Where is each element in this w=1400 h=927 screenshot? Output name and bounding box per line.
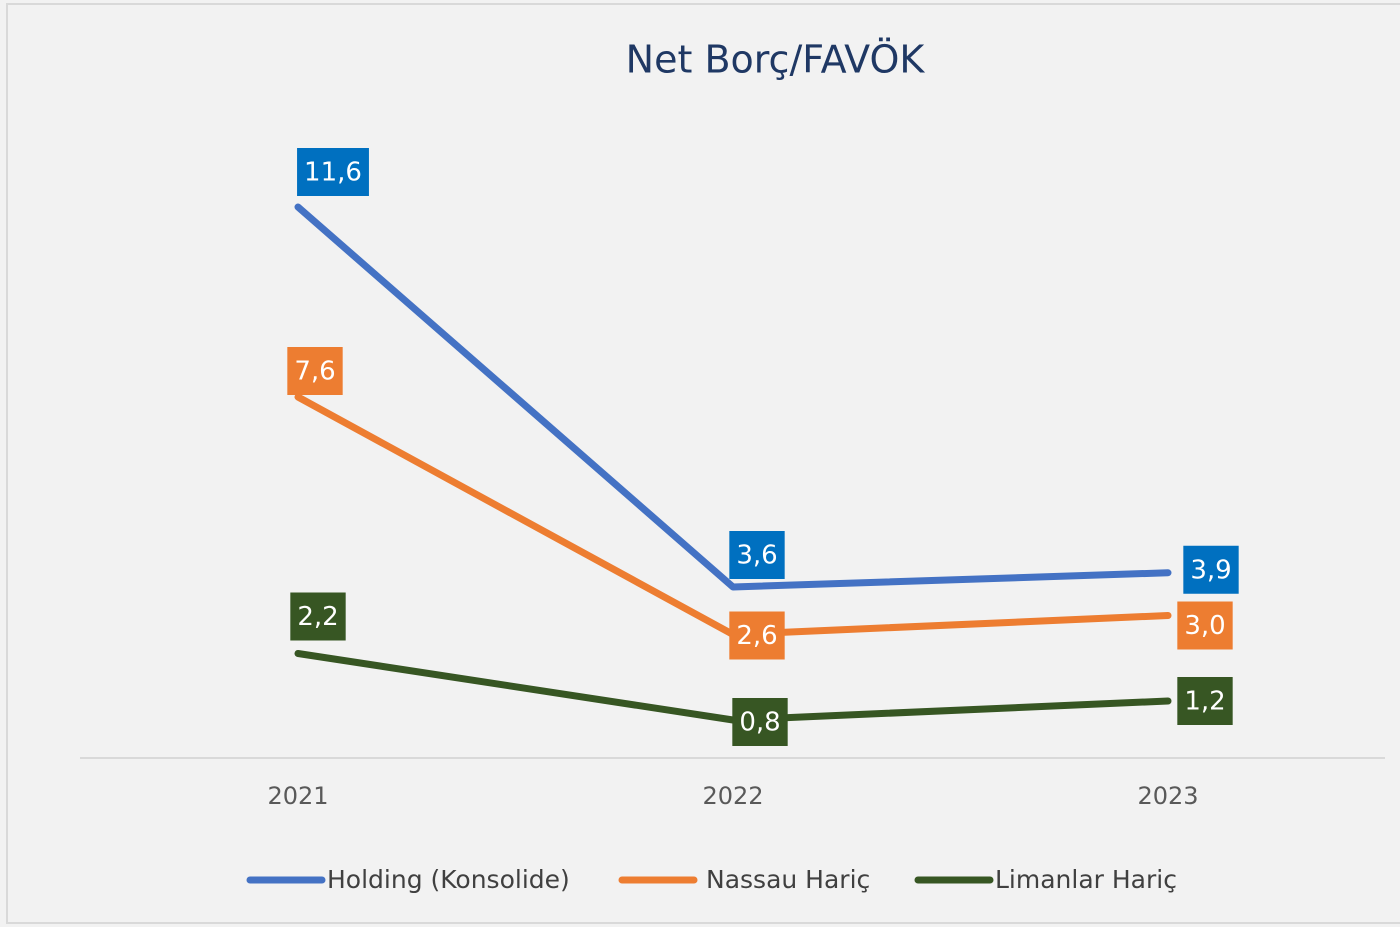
- data-label: 3,6: [729, 531, 785, 579]
- x-tick-label: 2021: [267, 782, 328, 810]
- legend-label: Limanlar Hariç: [995, 865, 1177, 894]
- x-tick-label: 2023: [1137, 782, 1198, 810]
- data-label-box: [732, 698, 788, 746]
- data-label-box: [729, 611, 785, 660]
- data-label: 3,0: [1177, 601, 1233, 650]
- data-label-text: 11,6: [304, 158, 362, 188]
- data-label-text: 2,6: [736, 621, 777, 651]
- data-label-text: 3,0: [1184, 611, 1225, 641]
- data-label: 1,2: [1177, 677, 1233, 725]
- legend-label: Nassau Hariç: [706, 865, 870, 894]
- data-label-text: 3,6: [736, 541, 777, 571]
- data-label: 2,2: [290, 592, 346, 641]
- data-label-text: 1,2: [1184, 687, 1225, 717]
- data-label-box: [729, 531, 785, 579]
- data-label-box: [290, 592, 346, 641]
- data-label-box: [1177, 601, 1233, 650]
- data-label: 11,6: [297, 148, 369, 196]
- data-label: 0,8: [732, 698, 788, 746]
- data-label-box: [1183, 545, 1239, 594]
- chart-title: Net Borç/FAVÖK: [626, 38, 926, 82]
- chart-border: [6, 3, 1400, 924]
- data-label-box: [297, 148, 369, 196]
- data-label-text: 2,2: [297, 602, 338, 632]
- legend-label: Holding (Konsolide): [327, 865, 570, 894]
- data-label-text: 0,8: [739, 708, 780, 738]
- x-tick-label: 2022: [702, 782, 763, 810]
- data-label-box: [287, 347, 343, 395]
- data-label-text: 7,6: [294, 357, 335, 387]
- data-label-box: [1177, 677, 1233, 725]
- data-label: 3,9: [1183, 545, 1239, 594]
- data-label: 2,6: [729, 611, 785, 660]
- series-line: [294, 203, 1172, 591]
- data-label: 7,6: [287, 347, 343, 395]
- data-label-text: 3,9: [1190, 555, 1231, 585]
